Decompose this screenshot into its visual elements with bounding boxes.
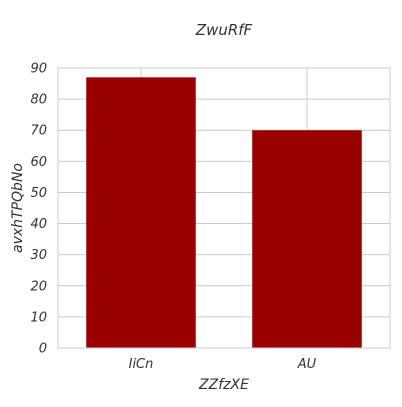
y-tick-label: 50 xyxy=(30,186,47,201)
plot-frame xyxy=(57,67,391,349)
x-axis-label: ZZfzXE xyxy=(198,377,249,393)
x-axis-ticks: IiCn AU xyxy=(129,357,317,372)
x-tick-label: AU xyxy=(297,357,317,372)
y-tick-label: 70 xyxy=(30,124,47,139)
bar-iicn xyxy=(86,77,196,348)
y-tick-label: 0 xyxy=(39,342,47,357)
chart-title: ZwuRfF xyxy=(195,21,253,39)
y-tick-label: 20 xyxy=(30,279,47,294)
y-tick-label: 40 xyxy=(30,217,47,232)
y-tick-label: 80 xyxy=(30,93,47,108)
y-tick-label: 90 xyxy=(30,62,47,77)
y-tick-label: 10 xyxy=(30,310,47,325)
y-axis-label: avxhTPQbNo xyxy=(10,163,26,253)
bar-au xyxy=(252,130,362,348)
x-tick-label: IiCn xyxy=(129,357,154,372)
y-axis-ticks: 0 10 20 30 40 50 60 70 80 90 xyxy=(30,62,47,357)
y-tick-label: 60 xyxy=(30,155,47,170)
bars xyxy=(86,77,362,348)
y-tick-label: 30 xyxy=(30,248,47,263)
